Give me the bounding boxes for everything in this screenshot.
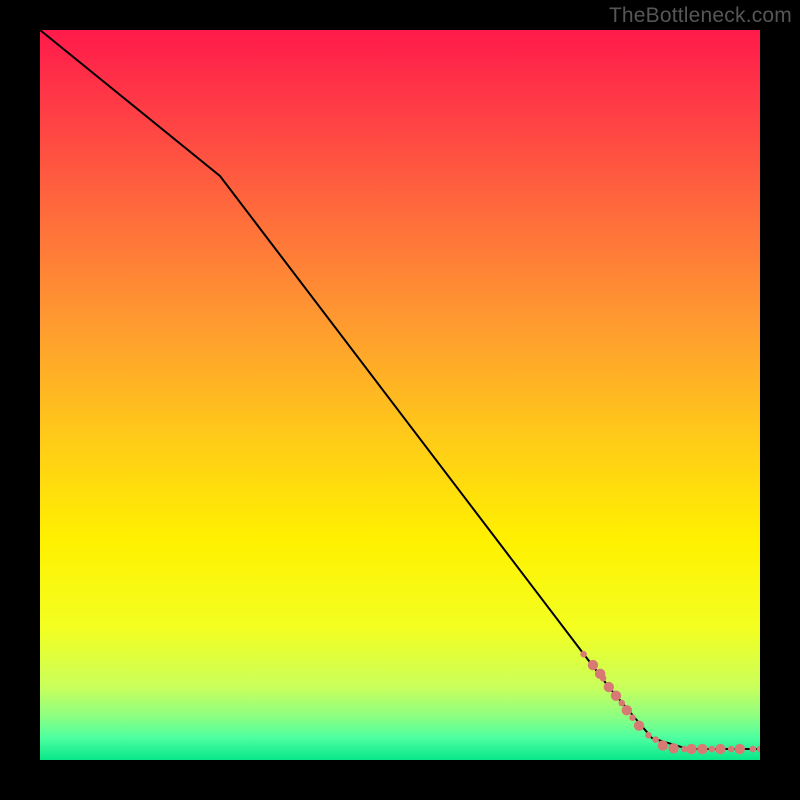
data-marker <box>611 691 621 701</box>
data-marker <box>604 682 614 692</box>
data-marker <box>580 651 587 658</box>
data-marker <box>618 700 625 707</box>
data-marker <box>658 740 668 750</box>
data-marker <box>728 746 735 753</box>
data-marker <box>629 714 636 721</box>
data-marker <box>634 720 644 730</box>
data-marker <box>697 744 707 754</box>
data-marker <box>735 744 745 754</box>
watermark-text: TheBottleneck.com <box>609 4 792 28</box>
plot-svg <box>40 30 760 760</box>
gradient-background <box>40 30 760 760</box>
plot-area <box>40 30 760 760</box>
data-marker <box>600 675 607 682</box>
data-marker <box>645 732 652 739</box>
chart-container: TheBottleneck.com <box>0 0 800 800</box>
data-marker <box>652 736 659 743</box>
data-marker <box>708 746 715 753</box>
data-marker <box>750 746 757 753</box>
data-marker <box>668 743 678 753</box>
data-marker <box>715 744 725 754</box>
data-marker <box>622 705 632 715</box>
data-marker <box>686 744 696 754</box>
data-marker <box>588 660 598 670</box>
